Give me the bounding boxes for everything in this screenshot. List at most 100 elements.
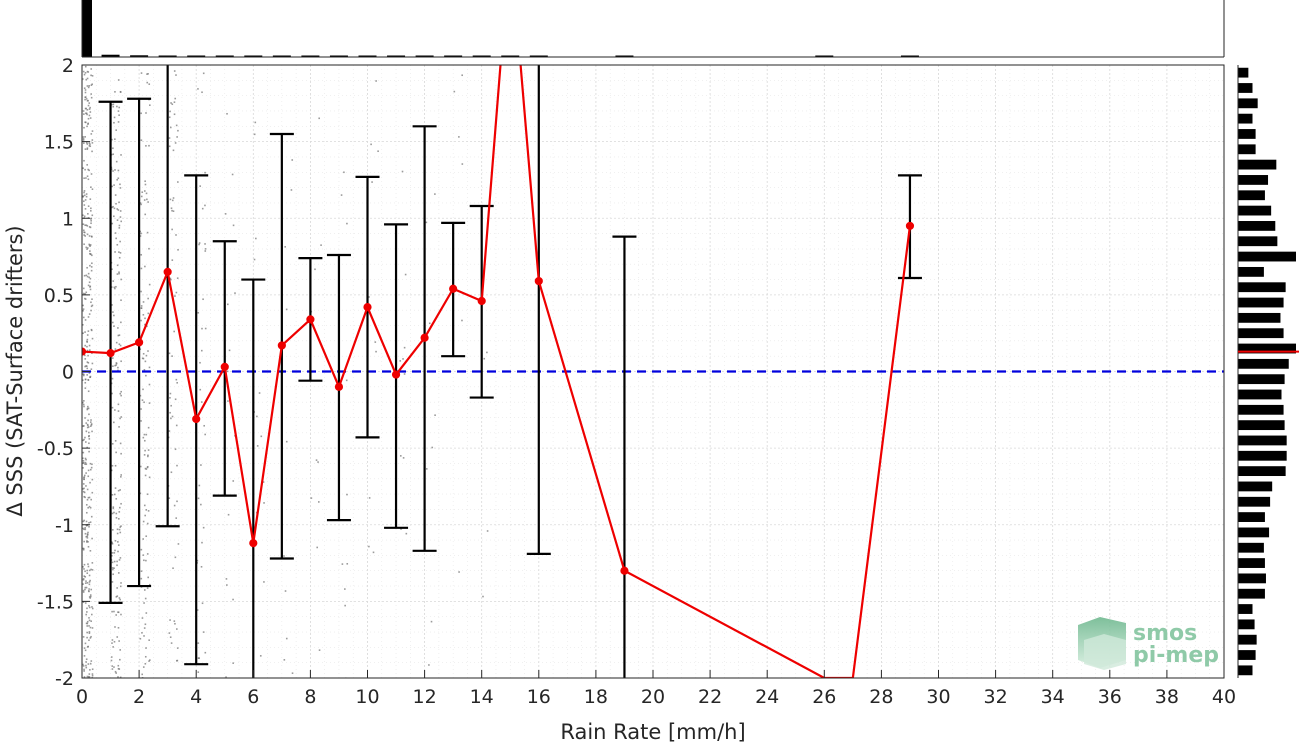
scatter-point: [174, 448, 177, 451]
scatter-point: [146, 587, 149, 589]
scatter-point: [84, 293, 86, 295]
scatter-point: [140, 420, 142, 422]
scatter-point: [143, 504, 146, 507]
scatter-point: [198, 243, 200, 246]
scatter-point: [115, 498, 118, 500]
scatter-point: [82, 527, 84, 530]
scatter-point: [112, 105, 115, 108]
scatter-point: [258, 392, 261, 394]
scatter-point: [114, 670, 117, 673]
scatter-point: [90, 368, 93, 370]
scatter-point: [86, 361, 89, 363]
scatter-point: [82, 636, 85, 638]
scatter-point: [90, 219, 92, 222]
right-histogram-bar: [1238, 129, 1256, 139]
scatter-point: [198, 242, 201, 244]
scatter-point: [346, 493, 348, 496]
scatter-point: [86, 636, 88, 639]
x-tick-label: 14: [470, 686, 494, 708]
scatter-point: [82, 579, 85, 581]
scatter-point: [170, 278, 172, 281]
scatter-point: [84, 381, 87, 384]
scatter-point: [90, 305, 93, 308]
scatter-point: [113, 552, 116, 554]
scatter-point: [113, 560, 116, 563]
scatter-point: [89, 143, 91, 146]
scatter-point: [84, 588, 86, 591]
right-histogram-bar: [1238, 527, 1270, 538]
scatter-point: [88, 617, 90, 619]
scatter-point: [119, 531, 122, 534]
scatter-point: [88, 569, 91, 572]
scatter-point: [87, 213, 89, 215]
scatter-point: [140, 305, 143, 307]
scatter-point: [82, 459, 85, 462]
scatter-point: [112, 280, 115, 282]
scatter-point: [145, 468, 148, 470]
scatter-point: [91, 214, 94, 217]
right-histogram-bar: [1238, 83, 1253, 93]
scatter-point: [144, 180, 146, 183]
scatter-point: [111, 561, 114, 564]
scatter-point: [112, 103, 115, 106]
scatter-point: [82, 195, 85, 197]
scatter-point: [144, 449, 146, 452]
scatter-point: [171, 199, 174, 202]
scatter-point: [120, 278, 122, 281]
scatter-point: [86, 446, 88, 449]
scatter-point: [85, 177, 87, 179]
scatter-point: [82, 139, 85, 141]
scatter-point: [86, 345, 88, 348]
scatter-point: [402, 457, 405, 459]
scatter-point: [118, 506, 121, 509]
scatter-point: [87, 123, 89, 125]
scatter-point: [175, 517, 178, 519]
scatter-point: [90, 222, 92, 225]
scatter-point: [86, 535, 89, 538]
scatter-point: [83, 478, 85, 481]
scatter-point: [84, 319, 87, 321]
scatter-point: [143, 433, 146, 436]
scatter-point: [146, 522, 149, 525]
scatter-point: [90, 173, 93, 175]
scatter-point: [118, 528, 121, 531]
scatter-point: [85, 291, 88, 294]
smos-pimep-logo: smos pi-mep: [1078, 617, 1219, 670]
y-tick-label: -0.5: [37, 438, 74, 460]
scatter-point: [115, 160, 118, 163]
scatter-point: [84, 107, 87, 110]
scatter-point: [111, 554, 113, 557]
scatter-point: [114, 440, 117, 442]
scatter-point: [90, 218, 92, 220]
scatter-point: [147, 73, 149, 75]
scatter-point: [147, 455, 149, 458]
right-histogram-bar: [1238, 404, 1284, 415]
scatter-point: [90, 660, 93, 662]
scatter-point: [117, 664, 120, 667]
scatter-point: [84, 199, 87, 201]
scatter-point: [202, 72, 205, 75]
scatter-point: [87, 663, 90, 665]
x-tick-label: 2: [133, 686, 145, 708]
scatter-point: [87, 330, 90, 332]
scatter-point: [145, 145, 147, 147]
scatter-point: [82, 665, 85, 667]
scatter-point: [90, 301, 92, 304]
scatter-point: [118, 251, 120, 253]
scatter-point: [173, 330, 175, 333]
scatter-point: [111, 567, 114, 569]
scatter-point: [85, 195, 88, 198]
scatter-point: [259, 655, 262, 657]
scatter-point: [291, 672, 294, 674]
scatter-point: [89, 106, 91, 109]
scatter-point: [142, 520, 145, 523]
scatter-point: [112, 147, 114, 150]
scatter-point: [83, 159, 85, 162]
scatter-point: [120, 220, 123, 223]
x-tick-label: 38: [1155, 686, 1179, 708]
right-histogram-bar: [1238, 420, 1285, 431]
scatter-point: [140, 408, 142, 410]
scatter-point: [84, 532, 87, 535]
scatter-point: [117, 169, 120, 172]
scatter-point: [119, 240, 121, 243]
